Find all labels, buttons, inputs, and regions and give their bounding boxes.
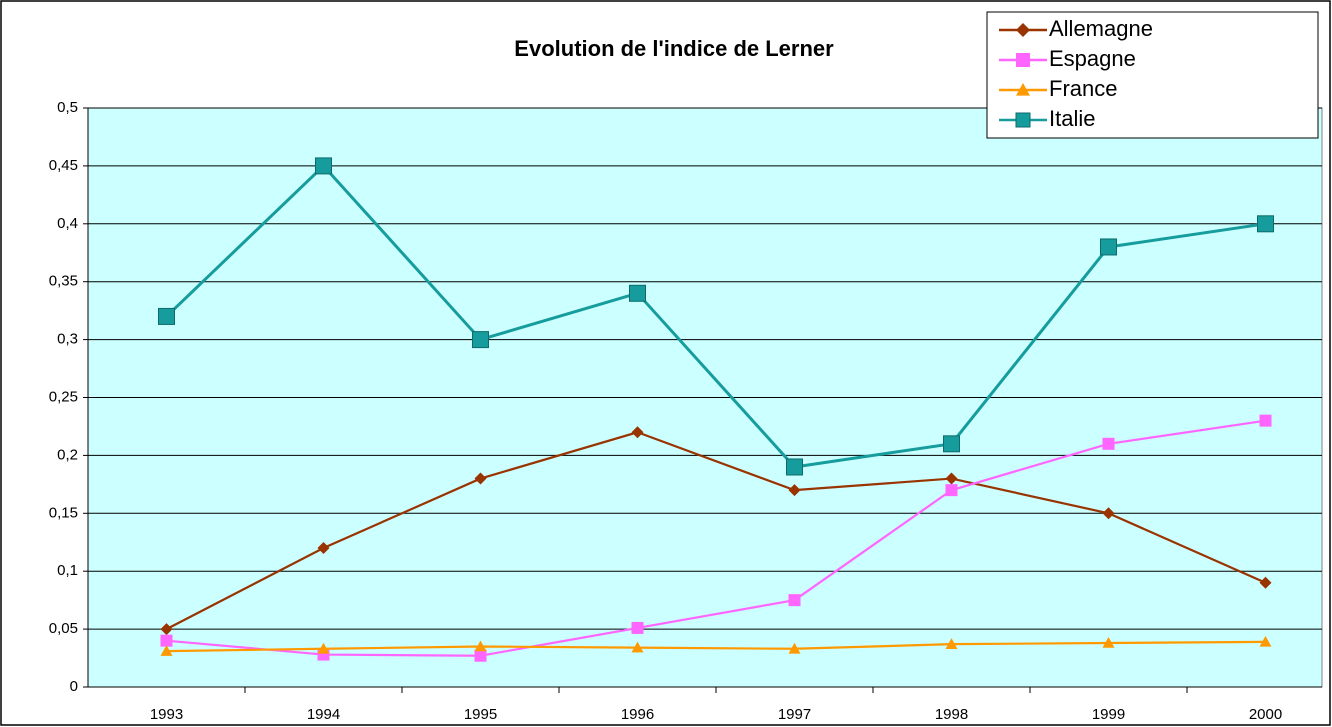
marker bbox=[1259, 576, 1272, 589]
marker bbox=[160, 634, 173, 647]
marker bbox=[1016, 83, 1030, 96]
x-tick-label: 1997 bbox=[778, 706, 811, 723]
x-tick-label: 1998 bbox=[935, 706, 968, 723]
y-tick-label: 0,2 bbox=[57, 446, 78, 463]
y-tick-label: 0,25 bbox=[49, 388, 78, 405]
marker bbox=[631, 426, 644, 439]
marker bbox=[317, 542, 330, 555]
marker bbox=[945, 472, 958, 485]
marker bbox=[945, 484, 958, 497]
x-tick-label: 2000 bbox=[1249, 706, 1282, 723]
y-tick-label: 0,5 bbox=[57, 99, 78, 116]
y-tick-label: 0,4 bbox=[57, 215, 78, 232]
legend-label: Espagne bbox=[1049, 46, 1136, 71]
y-tick-label: 0,1 bbox=[57, 562, 78, 579]
series-line bbox=[165, 163, 1266, 469]
marker bbox=[786, 458, 803, 476]
marker bbox=[158, 307, 175, 325]
marker bbox=[472, 331, 489, 349]
marker bbox=[631, 621, 644, 634]
marker bbox=[315, 157, 332, 175]
x-tick-label: 1996 bbox=[621, 706, 654, 723]
y-tick-label: 0,15 bbox=[49, 504, 78, 521]
marker bbox=[1016, 23, 1030, 37]
marker bbox=[160, 623, 173, 636]
x-tick-label: 1993 bbox=[150, 706, 183, 723]
marker bbox=[1015, 112, 1031, 128]
marker bbox=[945, 638, 958, 649]
legend-label: Allemagne bbox=[1049, 16, 1153, 41]
x-tick-label: 1999 bbox=[1092, 706, 1125, 723]
legend-label: Italie bbox=[1049, 106, 1095, 131]
marker bbox=[943, 435, 960, 453]
marker bbox=[629, 284, 646, 302]
legend-box bbox=[986, 11, 1319, 139]
marker bbox=[631, 641, 644, 653]
series-line bbox=[165, 431, 1266, 631]
y-tick-label: 0,05 bbox=[49, 620, 78, 637]
marker bbox=[788, 484, 801, 497]
marker bbox=[1102, 636, 1115, 648]
marker bbox=[788, 642, 801, 654]
marker bbox=[788, 594, 801, 607]
x-tick-label: 1994 bbox=[307, 706, 340, 723]
marker bbox=[1102, 507, 1115, 520]
marker bbox=[1259, 414, 1272, 427]
marker bbox=[160, 645, 173, 656]
chart-title: Evolution de l'indice de Lerner bbox=[514, 36, 834, 61]
series-line bbox=[166, 640, 1266, 653]
marker bbox=[474, 472, 487, 485]
marker bbox=[1100, 238, 1117, 256]
y-tick-label: 0 bbox=[70, 678, 78, 695]
marker bbox=[1102, 437, 1115, 450]
marker bbox=[1257, 215, 1274, 233]
x-tick-label: 1995 bbox=[464, 706, 497, 723]
y-tick-label: 0,35 bbox=[49, 273, 78, 290]
marker bbox=[474, 649, 487, 662]
y-tick-label: 0,45 bbox=[49, 157, 78, 174]
marker bbox=[1016, 53, 1030, 67]
marker bbox=[317, 642, 330, 654]
marker bbox=[474, 640, 487, 652]
legend-label: France bbox=[1049, 76, 1117, 101]
y-tick-label: 0,3 bbox=[57, 331, 78, 348]
marker bbox=[1259, 635, 1272, 647]
series-line bbox=[166, 419, 1266, 657]
